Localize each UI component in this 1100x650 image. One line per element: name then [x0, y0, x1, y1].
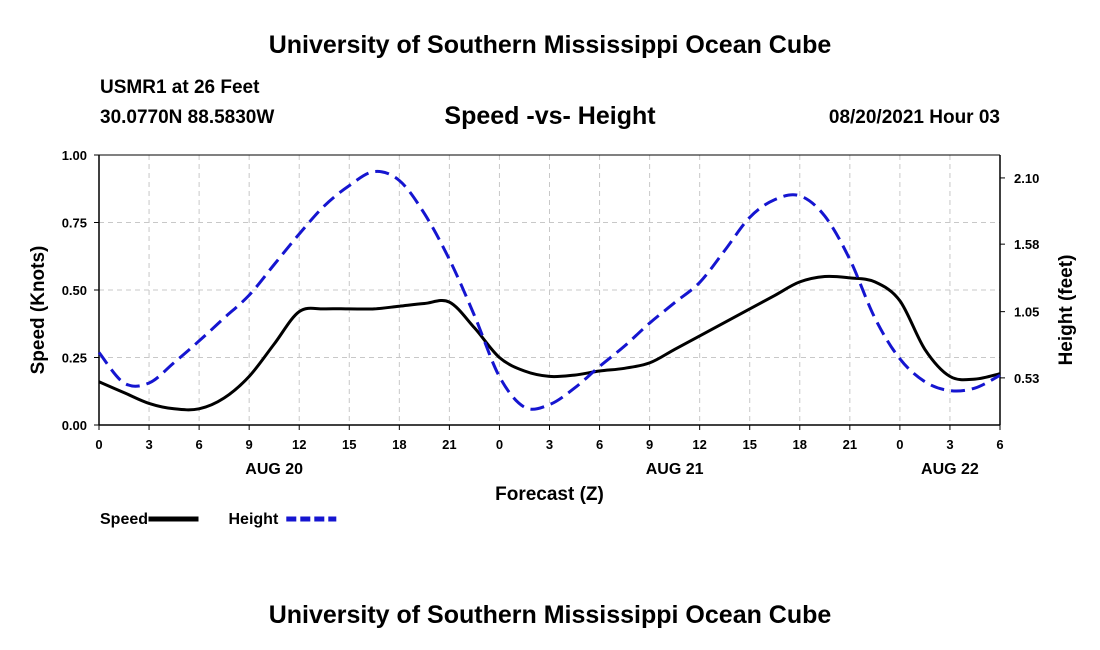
- y-tick-label: 0.75: [62, 216, 87, 231]
- series-line-speed: [98, 274, 1001, 412]
- y2-tick-label: 2.10: [1014, 171, 1039, 186]
- x-tick-label: 6: [996, 437, 1003, 452]
- x-tick-label: 6: [596, 437, 603, 452]
- station-label: USMR1 at 26 Feet: [100, 77, 260, 98]
- x-tick-label: 9: [246, 437, 253, 452]
- chart-title: Speed -vs- Height: [444, 102, 656, 130]
- x-tick-label: 3: [145, 437, 152, 452]
- x-tick-label: 15: [342, 437, 356, 452]
- x-tick-label: 6: [195, 437, 202, 452]
- day-label: AUG 22: [921, 461, 979, 478]
- y2-axis-title: Height (feet): [1056, 255, 1077, 366]
- y2-tick-label: 1.58: [1014, 237, 1039, 252]
- y-tick-label: 0.50: [62, 283, 87, 298]
- x-tick-label: 21: [442, 437, 456, 452]
- x-tick-label: 18: [793, 437, 807, 452]
- legend-label-speed: Speed: [100, 511, 148, 528]
- y-tick-label: 0.00: [62, 418, 87, 433]
- x-tick-label: 18: [392, 437, 406, 452]
- x-tick-label: 3: [546, 437, 553, 452]
- y-tick-label: 0.25: [62, 351, 87, 366]
- y-tick-label: 1.00: [62, 148, 87, 163]
- top-title: University of Southern Mississippi Ocean…: [268, 31, 832, 59]
- timestamp-label: 08/20/2021 Hour 03: [828, 107, 1000, 128]
- y2-tick-label: 0.53: [1014, 371, 1039, 386]
- coordinates-label: 30.0770N 88.5830W: [100, 107, 275, 128]
- chart-canvas: 0 3 6 9 12 15 18 21 0 3 6 9 12 15 18 21 0 3 6 AUG 20 AUG 21 A…: [28, 148, 1077, 528]
- x-tick-label: 15: [742, 437, 756, 452]
- x-tick-label: 21: [843, 437, 857, 452]
- x-tick-label: 0: [95, 437, 102, 452]
- series-line-height: [97, 169, 1001, 411]
- y2-tick-label: 1.05: [1014, 305, 1039, 320]
- x-tick-label: 0: [496, 437, 503, 452]
- day-label: AUG 20: [245, 461, 303, 478]
- x-tick-label: 9: [646, 437, 653, 452]
- legend-label-height: Height: [229, 511, 279, 528]
- x-tick-label: 12: [692, 437, 706, 452]
- bottom-title: University of Southern Mississippi Ocean…: [268, 601, 832, 629]
- x-tick-label: 12: [292, 437, 306, 452]
- x-axis-title: Forecast (Z): [495, 484, 604, 505]
- y-axis-title: Speed (Knots): [28, 246, 49, 375]
- x-tick-label: 3: [946, 437, 953, 452]
- x-tick-label: 0: [896, 437, 903, 452]
- day-label: AUG 21: [646, 461, 704, 478]
